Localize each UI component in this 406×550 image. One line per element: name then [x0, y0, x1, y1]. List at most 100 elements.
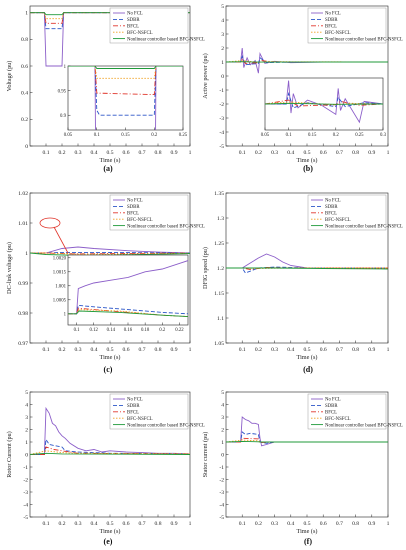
panel-f-ytick-label: 0	[221, 452, 224, 458]
panel-a-caption: (a)	[103, 164, 113, 173]
panel-c-inset-xtick-label: 0.22	[175, 328, 184, 333]
panel-c-xtick-label: 1	[189, 347, 192, 353]
panel-c-plot-area	[30, 246, 190, 256]
legend-entry-2: SDBR	[127, 404, 140, 409]
panel-f-xtick-label: 0.8	[352, 521, 359, 527]
panel-c-inset: 1 1.0005 1.001 1.0015 1.0020 0.1 0.12 0.14 0.16 0…	[53, 254, 189, 333]
panel-c-inset-ytick-label: 1	[64, 313, 67, 318]
panel-a-inset-ytick-label: 0.95	[58, 89, 67, 94]
panel-c-inset-plot-area	[68, 260, 188, 318]
panel-b-ytick-label: 1	[221, 60, 224, 66]
panel-b-inset-series-5	[265, 102, 383, 105]
panel-e-caption: (e)	[104, 537, 113, 546]
panel-b-xtick-label: 0.7	[336, 150, 343, 156]
panel-a-ylabel: Voltage (pu)	[6, 61, 13, 92]
legend-entry-3: BFCL	[325, 212, 337, 217]
panel-a-xtick-label: 0.7	[139, 150, 146, 156]
panel-a-xtick-label: 0.4	[91, 150, 98, 156]
panel-a-inset-frame	[67, 65, 184, 131]
panel-c-caption: (c)	[104, 365, 113, 374]
panel-e-xtick-label: 0.2	[59, 521, 66, 527]
panel-f-ytick-label: 4	[221, 402, 224, 408]
panel-b-xtick-label: 0.9	[368, 150, 375, 156]
panel-c-ytick-label: 1	[25, 251, 28, 257]
panel-e-ytick-label: -4	[23, 502, 28, 508]
panel-f-xtick-label: 0.3	[271, 521, 278, 527]
panel-d-ytick-label: 1.05	[214, 341, 224, 347]
panel-e-xlabel: Time (s)	[100, 528, 121, 535]
panel-c-ytick-label: 1.01	[18, 221, 28, 227]
panel-c-inset-series-5	[68, 310, 188, 318]
panel-e-ytick-label: 5	[25, 390, 28, 396]
legend-entry-5: Nonlinear controller based BFC-NSFCL	[325, 37, 403, 42]
legend-entry-3: BFCL	[127, 25, 139, 30]
panel-d-xtick-label: 0.6	[320, 347, 327, 353]
panel-e-xtick-label: 0.1	[43, 521, 50, 527]
panel-e-ytick-label: -5	[23, 515, 28, 521]
panel-d-xtick-label: 0.1	[239, 347, 246, 353]
panel-f-xtick-label: 0.1	[239, 521, 246, 527]
panel-c-ytick-label: 0.99	[18, 281, 28, 287]
panel-a-inset-series-5	[68, 66, 183, 69]
panel-a-ytick-label: 0.6	[21, 64, 28, 70]
legend-entry-3: BFCL	[325, 25, 337, 30]
legend-entry-1: No FCL	[127, 398, 143, 403]
panel-c-ytick-label: 0.98	[18, 311, 28, 317]
panel-e-xtick-label: 1	[189, 521, 192, 527]
panel-a-xtick-label: 0.6	[123, 150, 130, 156]
zoom-ellipse	[39, 217, 61, 229]
panel-c-xtick-label: 0.1	[43, 347, 50, 353]
panel-c-inset-series-1	[68, 260, 188, 315]
panel-e-xtick-label: 0.9	[171, 521, 178, 527]
panel-f-xtick-label: 0.7	[336, 521, 343, 527]
panel-f-ytick-label: -4	[219, 502, 224, 508]
legend-entry-4: BFC-NSFCL	[127, 31, 153, 36]
panel-d-xtick-label: 0.5	[304, 347, 311, 353]
panel-e-xtick-label: 0.6	[123, 521, 130, 527]
panel-a-xlabel: Time (s)	[100, 157, 121, 164]
panel-a-inset-xtick-label: 0.25	[179, 133, 188, 138]
panel-f-xtick-label: 0.4	[287, 521, 294, 527]
panel-b-xtick-label: 0.6	[320, 150, 327, 156]
panel-f-xtick-label: 1	[387, 521, 390, 527]
panel-c-xtick-label: 0.7	[139, 347, 146, 353]
legend-entry-1: No FCL	[325, 398, 341, 403]
panel-d-xtick-label: 0.9	[368, 347, 375, 353]
panel-d-xtick-label: 0.7	[336, 347, 343, 353]
panel-b-xlabel: Time (s)	[297, 157, 318, 164]
legend-entry-2: SDBR	[325, 18, 338, 23]
panel-d-series-5	[226, 267, 388, 270]
panel-b-ylabel: Active power (pu)	[202, 53, 209, 98]
panel-b-ytick-label: -2	[219, 102, 224, 108]
panel-c-inset-ytick-label: 1.0020	[53, 257, 67, 262]
panel-f-ylabel: Stator current (pu)	[202, 432, 209, 478]
panel-b-inset-xtick-label: 0.15	[308, 133, 317, 138]
panel-d-ytick-label: 1.15	[214, 291, 224, 297]
legend-entry-2: SDBR	[325, 205, 338, 210]
panel-d-series-4	[226, 267, 388, 269]
panel-e-xtick-label: 0.5	[107, 521, 114, 527]
panel-b-xtick-label: 1	[387, 150, 390, 156]
legend-entry-5: Nonlinear controller based BFC-NSFCL	[325, 423, 403, 428]
panel-b-inset: 0.05 0.1 0.15 0.2 0.25 0.3	[261, 77, 387, 138]
panel-c-inset-frame	[67, 254, 189, 326]
panel-c-ytick-label: 1.02	[18, 191, 28, 197]
panel-d-ytick-label: 1.3	[217, 216, 224, 222]
panel-f-ytick-label: -2	[219, 477, 224, 483]
panel-e-plot-area	[30, 406, 190, 455]
panel-e-series-5	[30, 452, 190, 455]
panel-a-xtick-label: 1	[189, 150, 192, 156]
legend-entry-5: Nonlinear controller based BFC-NSFCL	[127, 37, 205, 42]
panel-f-ytick-label: -5	[219, 515, 224, 521]
panel-a-plot-area	[30, 12, 190, 67]
panel-e-ytick-label: -2	[23, 477, 28, 483]
legend-entry-1: No FCL	[127, 12, 143, 17]
panel-d-plot-area	[226, 253, 388, 274]
legend-box	[109, 393, 189, 430]
panel-a-ytick-label: 0.4	[21, 90, 28, 96]
panel-b-ytick-label: 0	[221, 74, 224, 80]
